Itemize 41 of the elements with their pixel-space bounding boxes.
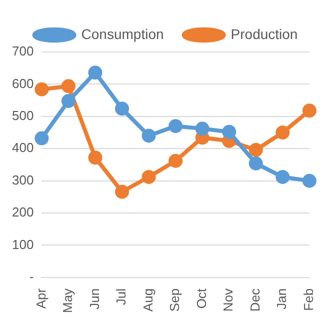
- x-tick-label: Dec: [247, 288, 262, 312]
- y-tick-label: 500: [12, 108, 34, 123]
- x-tick-label: Oct: [194, 288, 209, 309]
- y-tick-label: 100: [12, 236, 34, 252]
- point: [168, 154, 183, 168]
- point: [302, 104, 316, 118]
- legend-label: Consumption: [81, 26, 164, 42]
- x-tick-label: Nov: [220, 288, 236, 312]
- x-tick-label: Apr: [33, 288, 48, 309]
- point: [168, 119, 183, 134]
- point: [61, 79, 76, 94]
- x-tick-label: Jan: [274, 288, 290, 310]
- point: [195, 122, 210, 136]
- y-tick-label: 300: [12, 172, 34, 188]
- point: [88, 150, 102, 165]
- point: [248, 156, 263, 170]
- point: [248, 142, 263, 157]
- point: [302, 174, 316, 188]
- x-tick-label: May: [60, 288, 76, 314]
- point: [142, 128, 156, 143]
- point: [34, 131, 49, 146]
- x-tick-label: Feb: [300, 288, 316, 311]
- x-tick-label: Jun: [86, 288, 102, 310]
- point: [115, 184, 130, 199]
- point: [115, 102, 130, 116]
- point: [276, 170, 290, 184]
- point: [34, 82, 49, 96]
- y-tick-label: 600: [12, 76, 34, 91]
- point: [276, 126, 290, 140]
- y-tick-label: -: [29, 269, 34, 284]
- y-tick-label: 400: [12, 140, 34, 156]
- x-tick-label: Aug: [140, 288, 156, 312]
- y-tick-label: 200: [12, 204, 34, 220]
- legend-label: Production: [230, 26, 298, 42]
- y-tick-label: 700: [12, 44, 34, 59]
- point: [88, 66, 102, 80]
- x-tick-label: Jul: [114, 288, 129, 306]
- point: [61, 94, 76, 108]
- point: [222, 124, 236, 139]
- x-tick-label: Sep: [167, 288, 182, 312]
- point: [142, 170, 156, 184]
